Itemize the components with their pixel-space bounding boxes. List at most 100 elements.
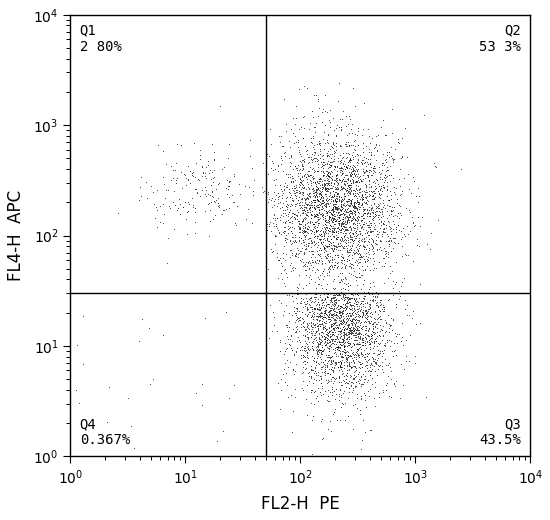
Point <box>305 264 314 272</box>
Point <box>235 190 244 198</box>
Point <box>343 294 351 303</box>
Point <box>333 363 342 371</box>
Point <box>284 393 293 401</box>
Point <box>351 167 360 175</box>
Point <box>364 327 372 335</box>
Point <box>330 294 339 302</box>
Point <box>349 362 358 370</box>
Point <box>314 255 323 264</box>
Point <box>344 304 353 313</box>
Point <box>342 201 350 209</box>
Point <box>337 185 346 193</box>
Point <box>328 224 337 232</box>
Point <box>358 341 366 349</box>
Point <box>303 208 312 216</box>
Point <box>397 190 405 199</box>
Point <box>377 245 386 254</box>
Point <box>332 332 341 340</box>
Point <box>355 249 364 257</box>
Point <box>322 330 331 339</box>
Point <box>124 394 133 402</box>
Point <box>135 183 144 191</box>
Point <box>328 328 337 336</box>
Point <box>311 167 320 175</box>
Point <box>316 139 325 148</box>
Point <box>151 202 160 211</box>
Point <box>337 237 345 245</box>
Point <box>293 304 301 312</box>
Point <box>285 143 294 151</box>
Point <box>327 239 336 248</box>
Point <box>156 202 164 210</box>
Point <box>348 264 357 272</box>
Point <box>305 198 314 206</box>
Point <box>363 206 372 214</box>
Point <box>298 180 307 189</box>
Point <box>331 163 339 172</box>
Point <box>354 185 363 193</box>
Point <box>361 329 370 337</box>
Point <box>153 141 162 149</box>
Point <box>349 223 358 231</box>
Point <box>378 330 387 339</box>
Point <box>329 225 338 233</box>
Point <box>350 361 359 370</box>
Point <box>354 127 363 135</box>
Point <box>281 127 290 135</box>
Point <box>330 261 339 269</box>
Point <box>350 315 359 323</box>
Point <box>301 231 310 240</box>
Point <box>284 216 293 224</box>
Point <box>306 219 315 228</box>
Point <box>170 200 179 209</box>
Point <box>311 198 320 206</box>
Point <box>292 315 301 323</box>
Point <box>367 221 376 229</box>
Point <box>276 204 285 213</box>
Point <box>343 181 352 189</box>
Point <box>329 297 338 306</box>
Point <box>340 399 349 408</box>
Point <box>174 204 183 213</box>
Point <box>388 244 397 252</box>
Point <box>323 208 332 216</box>
Point <box>333 192 342 200</box>
Point <box>340 348 349 356</box>
Point <box>288 232 296 241</box>
Point <box>343 257 351 265</box>
Point <box>361 265 370 274</box>
Text: Q1
2 80%: Q1 2 80% <box>80 23 122 54</box>
Point <box>353 301 361 309</box>
Point <box>310 90 318 99</box>
Point <box>312 227 321 235</box>
Point <box>344 128 353 137</box>
Point <box>356 318 365 326</box>
Point <box>289 197 298 205</box>
Point <box>278 191 287 200</box>
Point <box>282 202 290 210</box>
Point <box>313 305 322 313</box>
Point <box>328 204 337 212</box>
Point <box>359 169 368 177</box>
Point <box>343 308 351 317</box>
Point <box>225 140 234 148</box>
Point <box>369 328 378 336</box>
Point <box>288 229 297 237</box>
Point <box>313 349 322 358</box>
Point <box>297 123 306 131</box>
Point <box>349 314 358 322</box>
Point <box>328 246 337 255</box>
Point <box>422 393 431 401</box>
Point <box>329 126 338 134</box>
Point <box>347 216 356 224</box>
Point <box>433 216 442 224</box>
Point <box>290 350 299 358</box>
Point <box>349 177 358 186</box>
Point <box>336 362 345 371</box>
Point <box>329 300 338 308</box>
Point <box>329 224 338 232</box>
Point <box>336 141 345 150</box>
Point <box>339 157 348 165</box>
Point <box>388 158 397 166</box>
Point <box>336 235 344 243</box>
